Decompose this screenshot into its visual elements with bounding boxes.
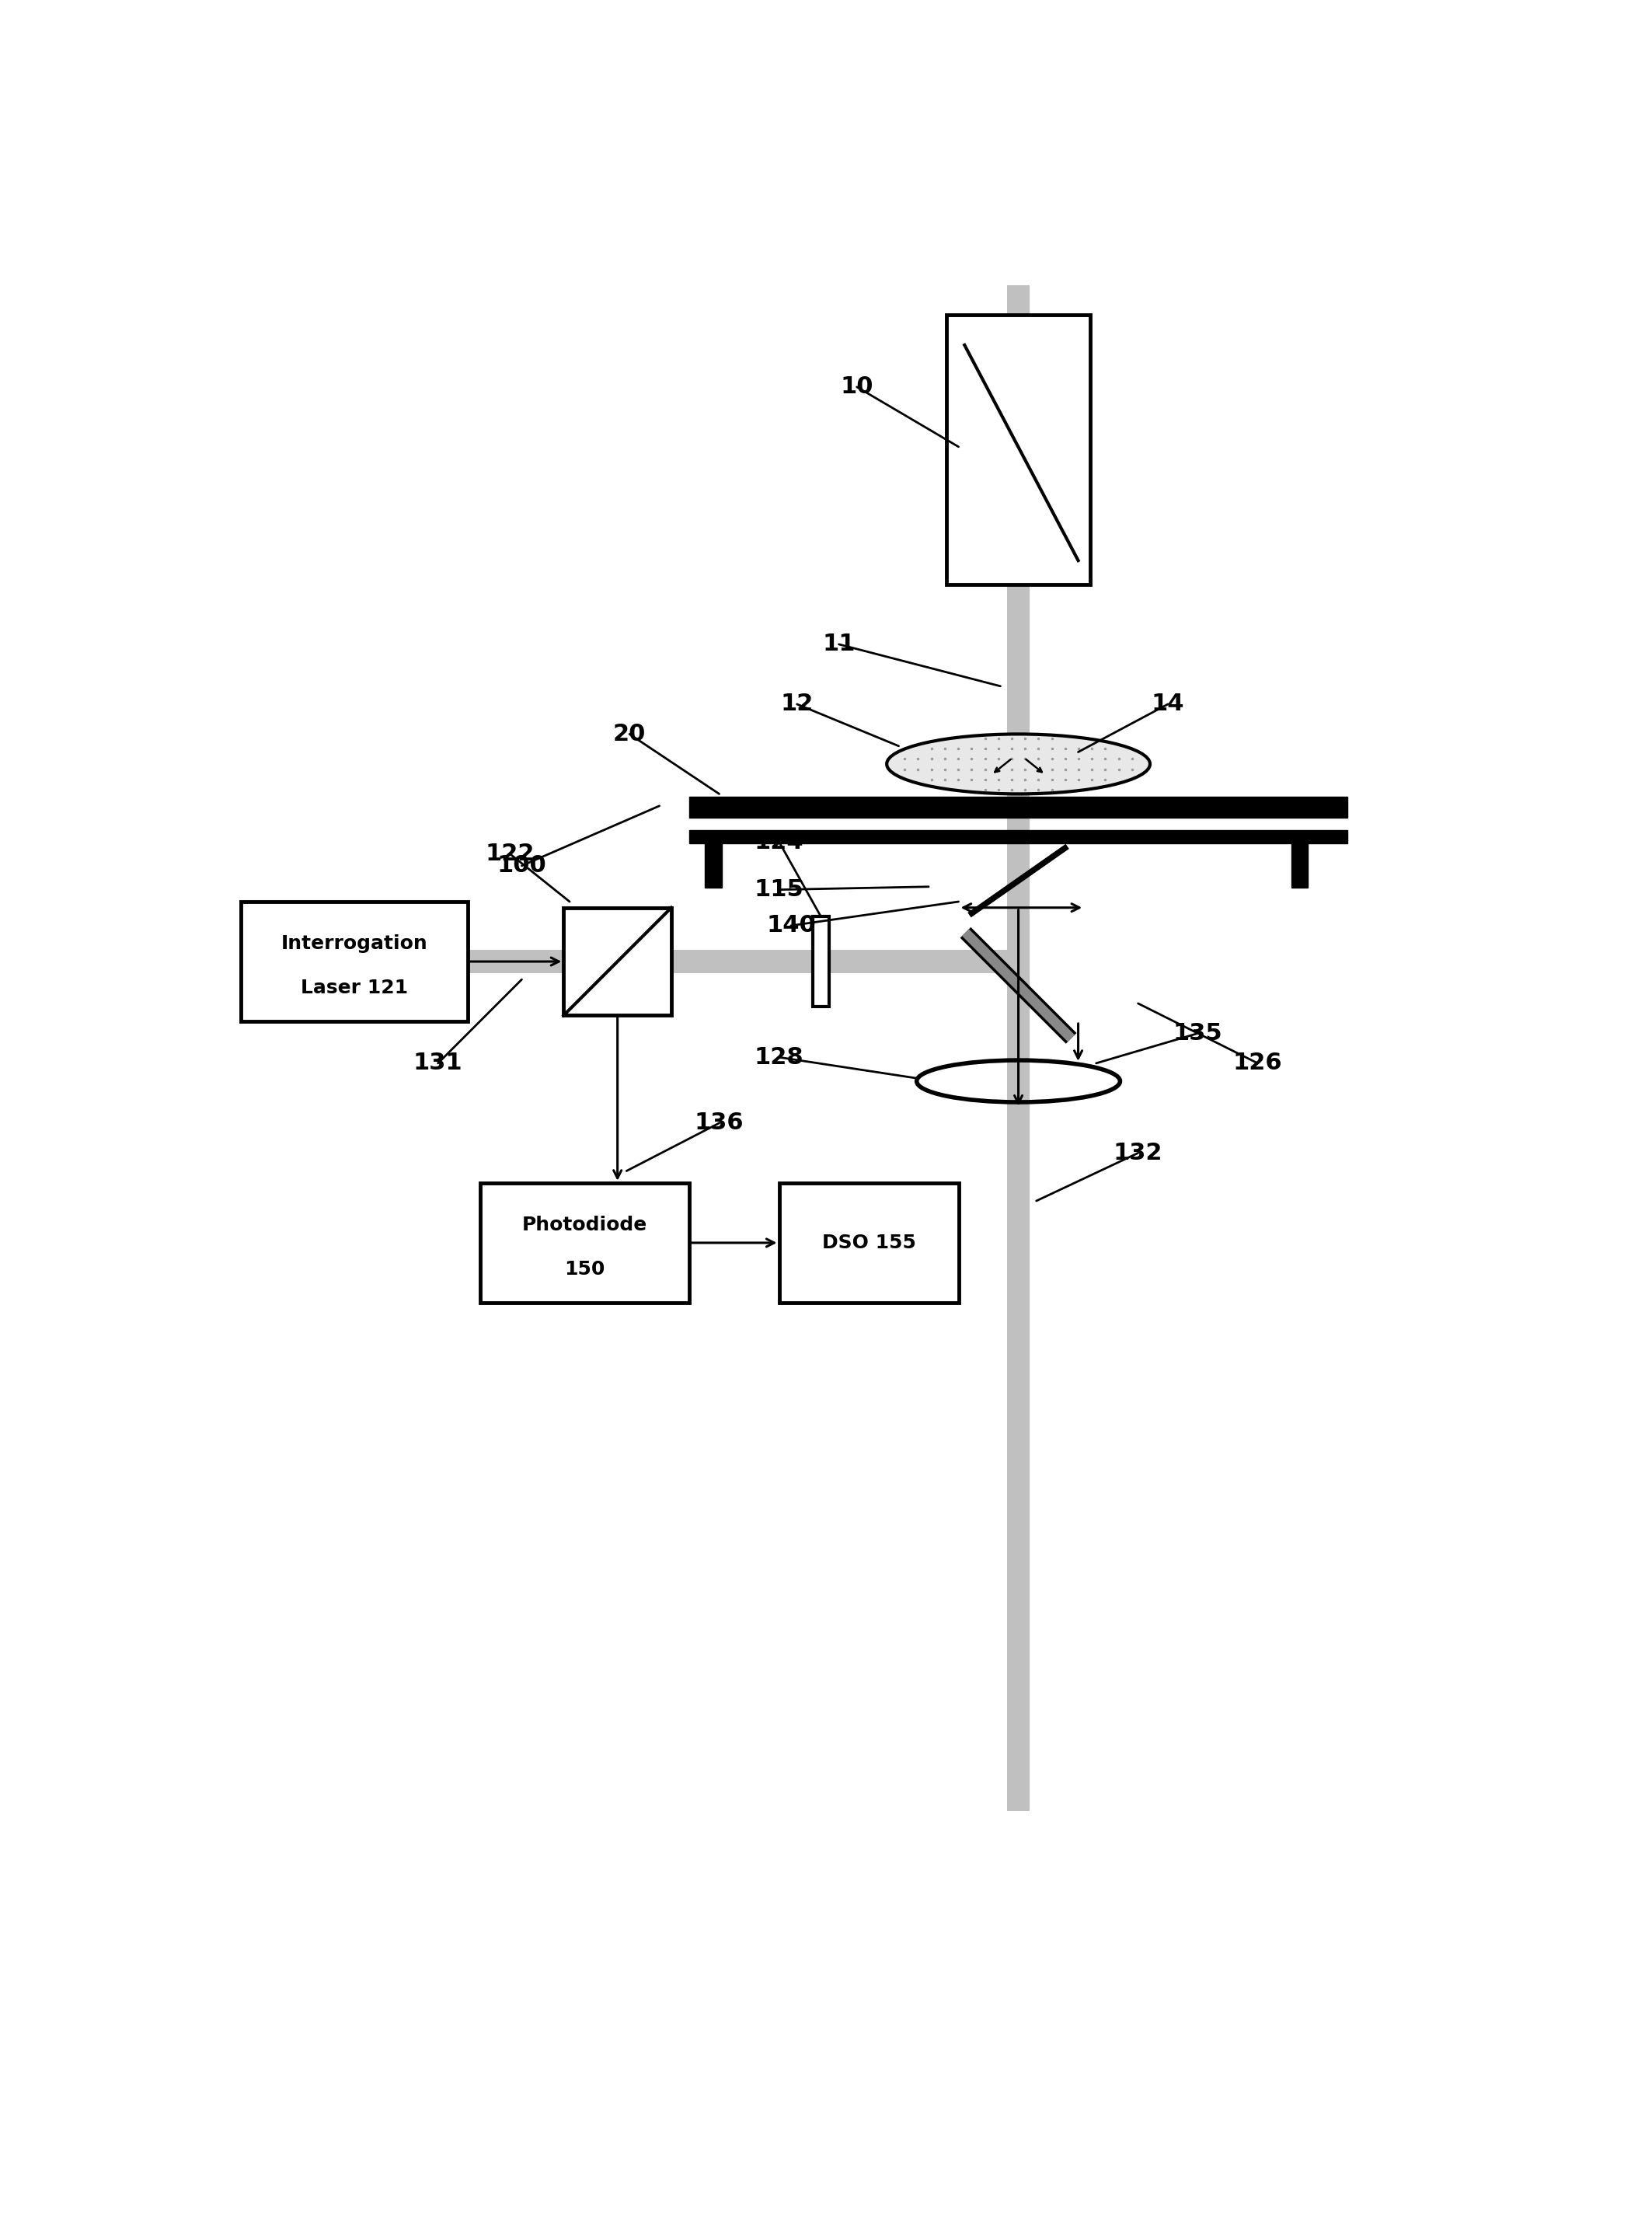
Text: 12: 12 xyxy=(780,693,813,716)
Ellipse shape xyxy=(887,734,1150,794)
Text: 128: 128 xyxy=(755,1047,805,1069)
Text: Interrogation: Interrogation xyxy=(281,935,428,953)
FancyBboxPatch shape xyxy=(780,1183,958,1302)
FancyBboxPatch shape xyxy=(813,917,829,1007)
FancyBboxPatch shape xyxy=(563,908,671,1016)
Text: 136: 136 xyxy=(694,1112,743,1134)
Text: 140: 140 xyxy=(767,915,816,937)
FancyBboxPatch shape xyxy=(947,315,1090,584)
Text: 132: 132 xyxy=(1113,1141,1163,1163)
FancyBboxPatch shape xyxy=(1292,843,1308,888)
Text: 100: 100 xyxy=(497,855,547,877)
Text: DSO 155: DSO 155 xyxy=(821,1233,915,1253)
Text: 14: 14 xyxy=(1151,693,1184,716)
Text: 124: 124 xyxy=(755,830,805,852)
FancyBboxPatch shape xyxy=(241,902,468,1022)
Text: 135: 135 xyxy=(1173,1022,1222,1045)
FancyBboxPatch shape xyxy=(689,796,1348,819)
Text: 11: 11 xyxy=(823,633,856,655)
Text: Photodiode: Photodiode xyxy=(522,1215,648,1235)
Text: 126: 126 xyxy=(1232,1051,1282,1074)
FancyBboxPatch shape xyxy=(479,1183,689,1302)
FancyBboxPatch shape xyxy=(1008,284,1029,1812)
Text: Laser 121: Laser 121 xyxy=(301,978,408,998)
Text: 131: 131 xyxy=(413,1051,463,1074)
Text: 150: 150 xyxy=(565,1259,605,1280)
FancyBboxPatch shape xyxy=(420,951,1018,973)
Text: 10: 10 xyxy=(841,376,874,398)
Text: 20: 20 xyxy=(613,723,646,745)
FancyBboxPatch shape xyxy=(689,830,1348,843)
FancyBboxPatch shape xyxy=(705,843,722,888)
Text: 122: 122 xyxy=(486,843,535,866)
Text: 115: 115 xyxy=(755,879,805,902)
